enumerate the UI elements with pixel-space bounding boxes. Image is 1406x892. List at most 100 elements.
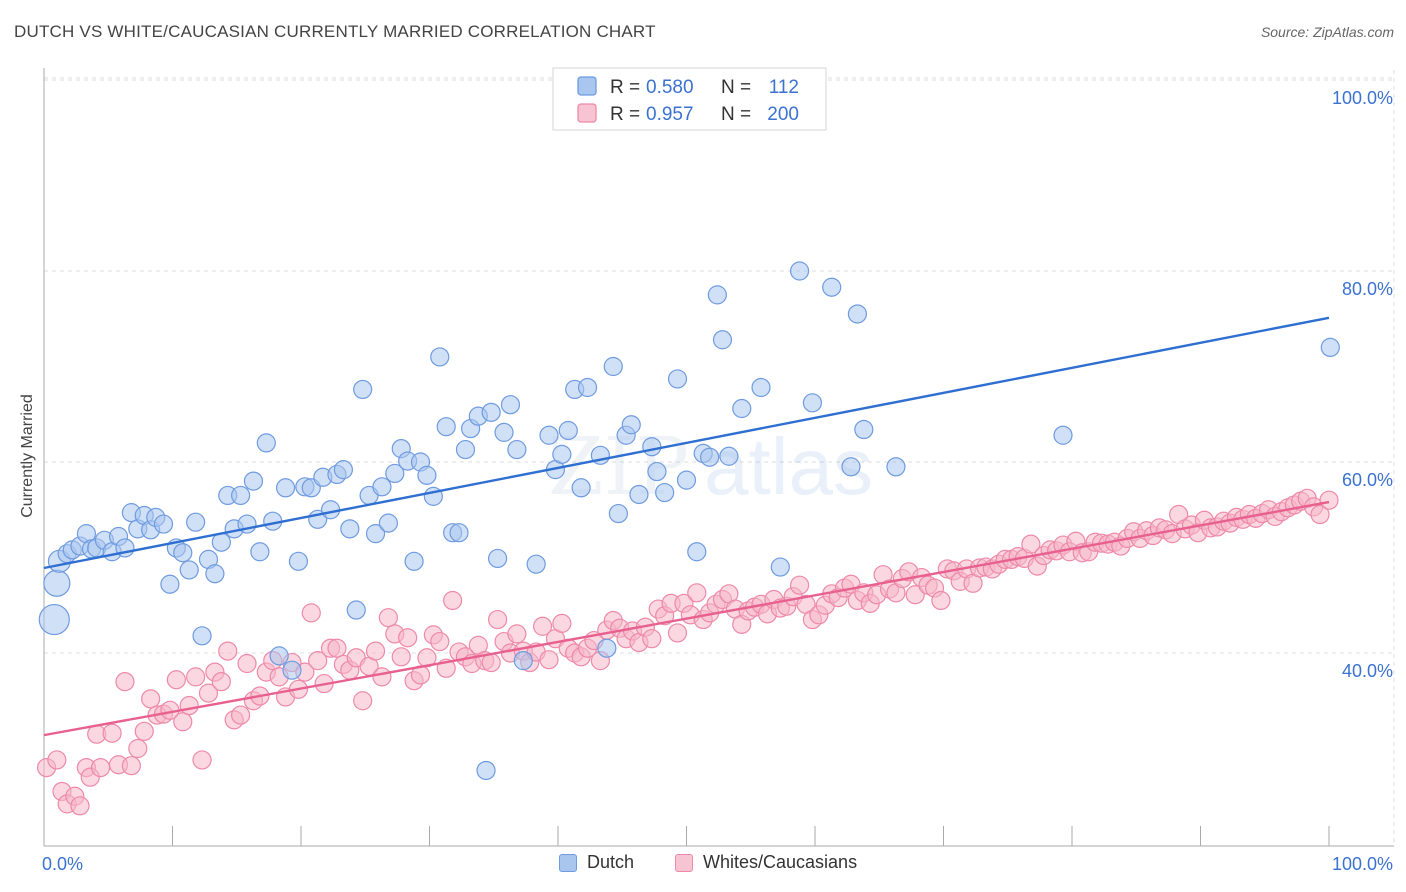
point-dutch <box>275 478 296 498</box>
point-dutch <box>886 457 906 477</box>
point-dutch <box>192 626 212 646</box>
point-whites <box>905 585 925 605</box>
legend-swatch-whites <box>675 853 693 872</box>
point-dutch <box>430 347 450 367</box>
legend-n-value: 200 <box>767 104 799 125</box>
point-dutch <box>250 542 270 562</box>
y-tick-label: 100.0% <box>1332 88 1393 108</box>
point-whites <box>507 624 527 644</box>
y-tick-label: 40.0% <box>1342 661 1393 681</box>
legend-item-whites[interactable]: Whites/Caucasians <box>675 852 857 873</box>
point-dutch <box>153 514 174 534</box>
point-dutch <box>603 356 623 377</box>
point-dutch <box>372 477 392 497</box>
point-dutch <box>507 439 527 460</box>
point-dutch <box>205 564 225 584</box>
point-whites <box>186 667 206 687</box>
point-dutch <box>629 484 649 505</box>
point-whites <box>102 723 122 743</box>
point-dutch <box>712 330 733 350</box>
point-dutch <box>642 437 662 457</box>
point-whites <box>931 590 951 611</box>
point-whites <box>166 670 186 690</box>
point-dutch <box>378 513 398 533</box>
point-dutch <box>404 551 424 571</box>
point-whites <box>90 757 111 778</box>
point-dutch <box>667 369 688 389</box>
point-dutch <box>256 433 276 453</box>
point-dutch <box>822 277 842 297</box>
point-dutch <box>854 419 874 440</box>
point-whites <box>141 689 161 709</box>
point-whites <box>128 738 148 759</box>
point-dutch <box>481 402 501 422</box>
point-dutch <box>1320 337 1340 357</box>
point-whites <box>539 650 559 670</box>
point-dutch <box>231 485 251 506</box>
point-dutch <box>676 470 697 490</box>
legend-n-value: 112 <box>769 77 799 98</box>
x-tick-labels: 0.0% 100.0% <box>42 854 1393 874</box>
point-dutch <box>1053 425 1073 445</box>
point-whites <box>173 712 193 732</box>
point-whites <box>667 623 688 643</box>
point-dutch <box>333 460 354 480</box>
point-dutch <box>243 471 264 491</box>
source-label: Source: ZipAtlas.com <box>1260 24 1394 40</box>
point-dutch <box>655 482 675 503</box>
point-dutch <box>577 377 598 398</box>
point-dutch <box>841 457 861 477</box>
legend-box <box>552 67 827 131</box>
point-whites <box>1021 534 1041 554</box>
chart-title: DUTCH VS WHITE/CAUCASIAN CURRENTLY MARRI… <box>14 22 656 41</box>
point-dutch <box>751 377 771 398</box>
legend-swatch <box>577 76 597 96</box>
legend-swatch <box>577 103 597 123</box>
point-dutch <box>571 478 591 498</box>
point-dutch <box>687 542 707 562</box>
point-dutch <box>558 420 578 441</box>
point-dutch <box>732 398 752 419</box>
legend-label-dutch: Dutch <box>587 852 635 872</box>
point-dutch <box>608 503 628 524</box>
point-whites <box>198 683 219 703</box>
point-dutch <box>346 600 366 620</box>
point-dutch <box>488 548 508 569</box>
point-whites <box>430 631 450 652</box>
point-whites <box>353 691 373 711</box>
point-whites <box>642 629 662 649</box>
point-whites <box>327 638 347 658</box>
y-tick-labels: 40.0% 60.0% 80.0% 100.0% <box>1332 88 1393 681</box>
point-dutch <box>526 554 546 574</box>
point-whites <box>552 613 572 633</box>
legend-r-label: R = <box>610 77 640 98</box>
legend-item-dutch[interactable]: Dutch <box>559 852 634 873</box>
point-whites <box>218 641 238 661</box>
point-dutch <box>385 463 405 484</box>
series-dutch <box>38 261 1340 781</box>
point-dutch <box>789 261 810 281</box>
point-dutch <box>770 557 790 577</box>
point-whites <box>134 721 154 741</box>
point-whites <box>391 647 411 667</box>
legend-swatch-dutch <box>559 853 577 872</box>
point-dutch <box>719 446 739 466</box>
trendline-dutch <box>43 316 1330 570</box>
point-dutch <box>597 638 617 658</box>
point-dutch <box>353 379 373 400</box>
point-dutch <box>173 543 193 563</box>
point-dutch <box>340 519 360 539</box>
point-dutch <box>417 465 437 485</box>
point-whites <box>687 583 707 603</box>
point-dutch <box>43 569 71 597</box>
point-dutch <box>186 512 206 532</box>
point-dutch <box>269 646 289 666</box>
point-dutch <box>476 760 496 781</box>
x-tick-label: 100.0% <box>1332 854 1393 874</box>
point-dutch <box>455 439 476 460</box>
point-whites <box>532 616 553 636</box>
point-dutch <box>449 523 469 543</box>
point-dutch <box>500 395 521 415</box>
point-dutch <box>513 651 533 671</box>
